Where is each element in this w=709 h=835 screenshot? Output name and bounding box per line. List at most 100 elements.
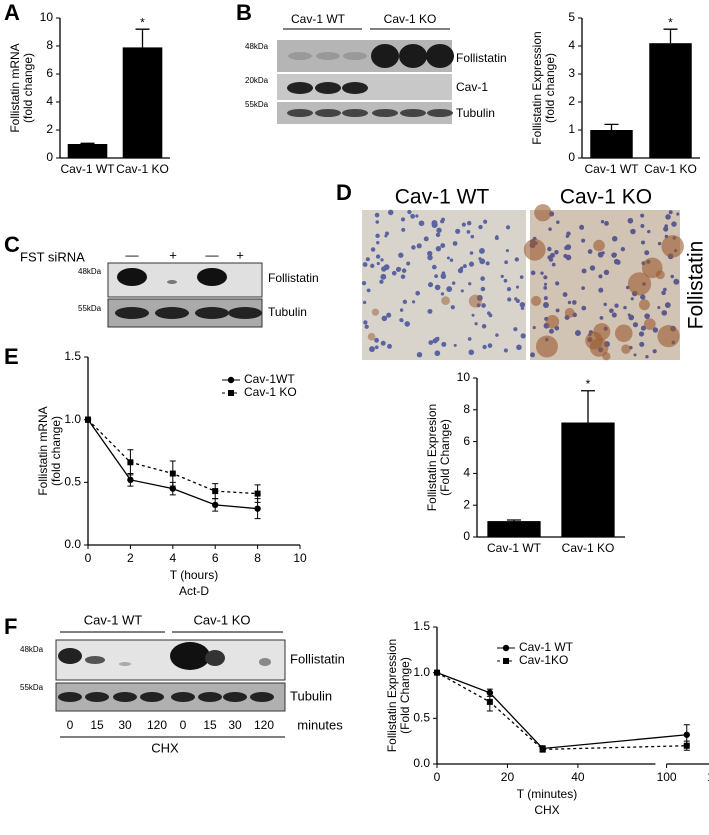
y-axis-label: (fold change) (49, 416, 63, 486)
y-tick-label: 2 (463, 497, 470, 511)
lane-label: 15 (203, 718, 217, 732)
nucleus (404, 321, 411, 327)
lane-label: 120 (147, 718, 167, 732)
nucleus (471, 313, 475, 317)
bar (649, 43, 692, 159)
x-tick-label: 0 (85, 551, 92, 565)
nucleus (381, 315, 388, 322)
nucleus (363, 320, 368, 325)
x-axis-label: T (minutes) (517, 787, 577, 801)
nucleus (380, 340, 386, 346)
nucleus (614, 303, 619, 308)
error-bar (581, 390, 595, 423)
error-bar (663, 28, 678, 44)
nucleus (495, 333, 499, 337)
nucleus (452, 241, 458, 246)
blot-band (371, 44, 399, 68)
nucleus (520, 333, 526, 339)
nucleus (600, 220, 605, 224)
nucleus (587, 249, 593, 254)
stain-patch (530, 295, 542, 307)
nucleus (391, 270, 397, 276)
annotation: * (140, 15, 145, 29)
marker (127, 459, 134, 466)
nucleus (515, 285, 520, 289)
x-tick-label: 0 (434, 770, 441, 784)
y-axis-label: (Fold Change) (398, 657, 412, 734)
nucleus (398, 267, 402, 271)
panel-label: A (4, 0, 20, 25)
marker (169, 470, 176, 477)
nucleus (436, 336, 440, 341)
marker (254, 505, 261, 512)
stain-patch (638, 299, 650, 311)
nucleus (470, 234, 475, 239)
y-tick-label: 5 (568, 10, 575, 24)
y-tick-label: 0.0 (64, 537, 81, 551)
series-line (436, 672, 687, 750)
nucleus (627, 217, 634, 224)
nucleus (380, 258, 384, 262)
western-blot: Cav-1 WT Cav-1 KO 48kDa 55kDa Follistati… (20, 612, 345, 755)
nucleus (589, 265, 596, 271)
nucleus (364, 324, 369, 329)
band-label: Tubulin (268, 305, 307, 319)
nucleus (479, 248, 485, 254)
marker-label: 55kDa (20, 683, 44, 692)
nucleus (434, 274, 439, 279)
nucleus (519, 275, 524, 279)
nucleus (671, 221, 677, 227)
nucleus (375, 233, 380, 239)
error-bar (507, 519, 521, 522)
nucleus (410, 213, 416, 219)
error-bar (135, 28, 150, 48)
y-axis-label: Follistatin mRNA (8, 43, 22, 132)
marker (127, 476, 134, 484)
band-label: Follistatin (290, 651, 345, 666)
nucleus (386, 312, 392, 318)
nucleus (530, 270, 536, 276)
band-label: Follistatin (456, 51, 507, 65)
nucleus (435, 246, 442, 252)
blot-band (342, 109, 368, 117)
band-label: Follistatin (268, 271, 319, 285)
group-label: Cav-1 KO (193, 612, 250, 627)
nucleus (441, 271, 446, 276)
blot-band (85, 692, 109, 702)
nucleus (574, 330, 581, 336)
y-axis-label: Follistatin mRNA (36, 406, 50, 495)
nucleus (487, 311, 491, 315)
x-axis-label: CHX (534, 803, 559, 817)
nucleus (530, 352, 535, 358)
nucleus (467, 337, 472, 341)
western-blot: FST siRNA — + — + 48kDa 55kDa Follistati… (20, 247, 319, 328)
nucleus (562, 292, 568, 297)
x-tick-label: 6 (212, 551, 219, 565)
marker (212, 501, 219, 509)
nucleus (647, 229, 651, 234)
nucleus (407, 209, 412, 215)
legend-label: Cav-1 WT (519, 640, 574, 654)
nucleus (436, 227, 442, 233)
y-tick-label: 1.5 (64, 349, 81, 363)
nucleus (468, 282, 472, 286)
blot-band (315, 109, 341, 117)
nucleus (513, 327, 518, 332)
marker (683, 731, 690, 738)
y-axis-label: (Fold Change) (438, 419, 452, 496)
nucleus (581, 305, 587, 311)
nucleus (376, 261, 380, 266)
nucleus (571, 300, 577, 305)
y-tick-label: 0 (463, 529, 470, 543)
nucleus (399, 318, 404, 322)
nucleus (440, 292, 445, 296)
nucleus (398, 252, 404, 258)
x-tick-label: Cav-1 WT (487, 541, 542, 555)
histology: Cav-1 WT Cav-1 KO Follistatin (362, 186, 708, 360)
nucleus (613, 252, 617, 257)
legend-label: Cav-1WT (244, 372, 295, 386)
nucleus (411, 245, 416, 250)
y-tick-label: 6 (463, 434, 470, 448)
